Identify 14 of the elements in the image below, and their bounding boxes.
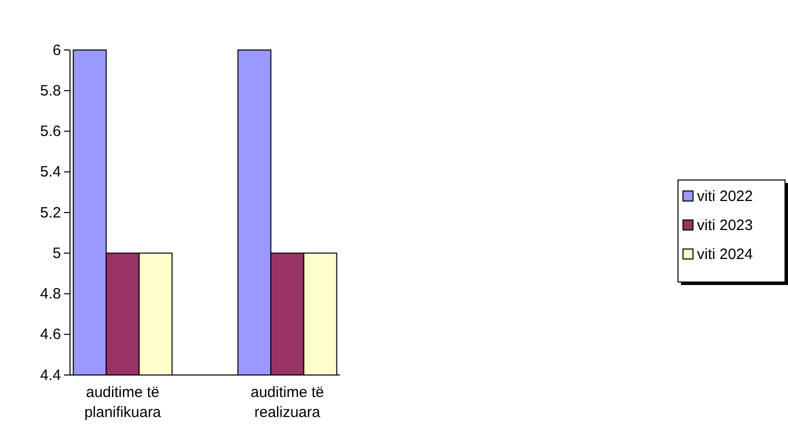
y-tick-label: 5.8 — [40, 82, 61, 100]
legend-label: viti 2024 — [697, 246, 753, 263]
y-tick-label: 4.6 — [40, 326, 61, 344]
x-tick-label: auditime të realizuara — [250, 384, 324, 421]
y-tick-label: 5 — [52, 244, 61, 262]
y-tick-label: 4.4 — [40, 366, 61, 384]
y-tick-label: 5.2 — [40, 204, 61, 222]
legend-label: viti 2023 — [697, 217, 753, 234]
y-tick-label: 5.4 — [40, 164, 61, 181]
x-tick-label: auditime të planifikuara — [84, 384, 162, 421]
y-tick-label: 4.8 — [40, 286, 61, 303]
legend-label: viti 2022 — [697, 188, 753, 205]
y-tick-label: 6 — [52, 42, 61, 59]
y-tick-label: 5.6 — [40, 123, 61, 140]
